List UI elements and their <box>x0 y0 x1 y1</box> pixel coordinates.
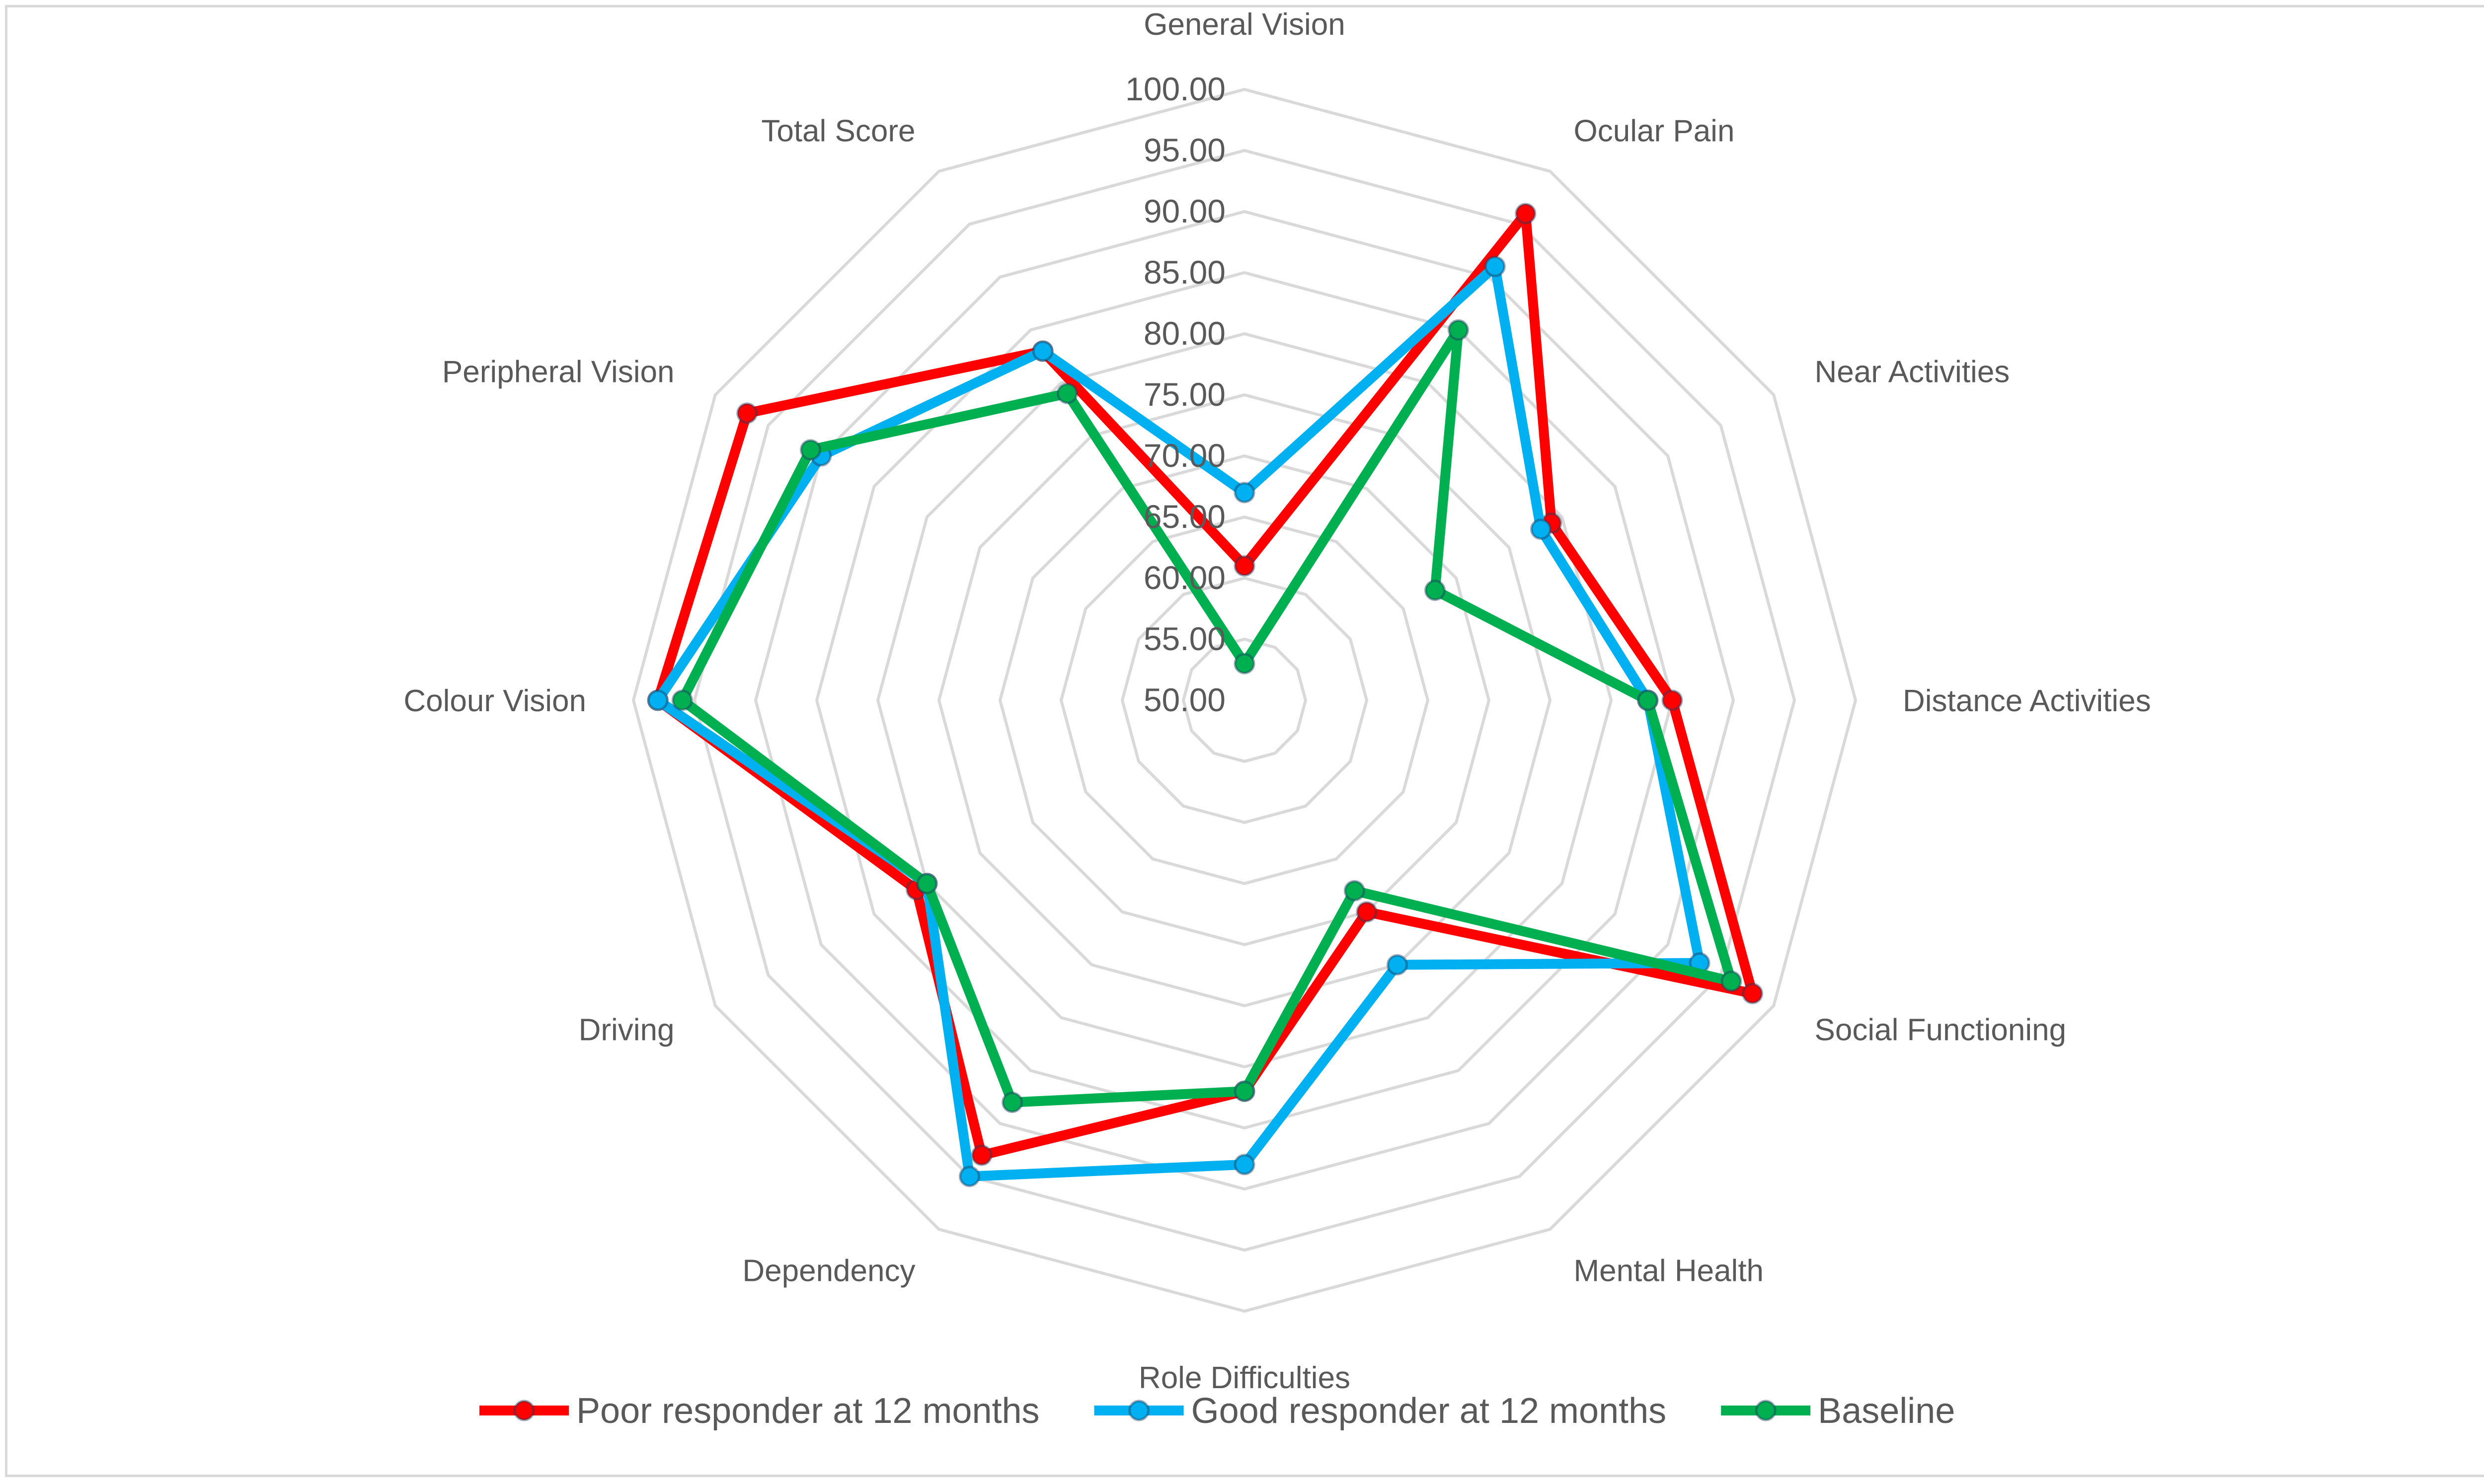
data-point-role-difficulties <box>1234 1080 1255 1102</box>
axis-labels: General Vision Ocular Pain Near Activities… <box>403 7 2151 1395</box>
axis-label-total-score: Total Score <box>761 114 915 148</box>
series-baseline <box>671 319 1742 1113</box>
data-point-total-score <box>1032 340 1054 362</box>
data-point-dependency <box>1002 1092 1023 1113</box>
tick-label-80-00: 80.00 <box>1144 315 1226 352</box>
tick-label-55-00: 55.00 <box>1144 620 1226 657</box>
tick-label-50-00: 50.00 <box>1144 681 1226 718</box>
data-point-ocular-pain <box>1448 319 1469 341</box>
tick-label-100-00: 100.00 <box>1125 71 1226 107</box>
axis-label-distance-activities: Distance Activities <box>1903 684 2151 718</box>
data-point-colour-vision <box>647 689 669 711</box>
axis-label-role-difficulties: Role Difficulties <box>1139 1361 1350 1395</box>
axis-label-near-activities: Near Activities <box>1815 355 2010 389</box>
legend-label: Poor responder at 12 months <box>576 1391 1040 1431</box>
data-point-near-activities <box>1530 519 1552 540</box>
data-point-role-difficulties <box>1234 1154 1255 1176</box>
series-lines <box>647 203 1764 1187</box>
axis-label-dependency: Dependency <box>742 1254 915 1288</box>
tick-label-60-00: 60.00 <box>1144 559 1226 596</box>
tick-label-75-00: 75.00 <box>1144 376 1226 413</box>
gridline-75-00 <box>937 393 1552 1008</box>
gridline-55-00 <box>1181 637 1308 763</box>
gridline-70-00 <box>998 454 1491 947</box>
gridline-95-00 <box>693 148 1796 1252</box>
legend-swatch-marker <box>513 1400 535 1421</box>
legend-label: Good responder at 12 months <box>1191 1391 1667 1431</box>
tick-label-95-00: 95.00 <box>1144 132 1226 168</box>
data-point-peripheral-vision <box>800 439 821 461</box>
data-point-mental-health <box>1343 880 1365 901</box>
tick-label-90-00: 90.00 <box>1144 193 1226 229</box>
data-point-ocular-pain <box>1515 203 1537 224</box>
tick-label-65-00: 65.00 <box>1144 498 1226 535</box>
data-point-driving <box>916 873 938 894</box>
data-point-mental-health <box>1356 901 1378 923</box>
axis-label-colour-vision: Colour Vision <box>403 684 586 718</box>
axis-label-peripheral-vision: Peripheral Vision <box>442 355 675 389</box>
axis-label-social-functioning: Social Functioning <box>1815 1013 2067 1047</box>
data-point-distance-activities <box>1661 689 1683 711</box>
data-point-general-vision <box>1234 482 1255 504</box>
chart-frame: General Vision Ocular Pain Near Activities… <box>5 5 2484 1477</box>
tick-label-70-00: 70.00 <box>1144 437 1226 474</box>
gridline-60-00 <box>1120 576 1369 824</box>
gridline-85-00 <box>815 271 1674 1130</box>
data-point-peripheral-vision <box>736 402 758 424</box>
legend-item-baseline: Baseline <box>1721 1391 1955 1431</box>
axis-label-driving: Driving <box>579 1013 675 1047</box>
legend-item-poor-responder-at-12-months: Poor responder at 12 months <box>479 1391 1040 1431</box>
data-point-total-score <box>1056 382 1078 404</box>
legend-label: Baseline <box>1818 1391 1955 1431</box>
data-point-social-functioning <box>1742 982 1764 1004</box>
radar-chart: General Vision Ocular Pain Near Activities… <box>403 7 2151 1431</box>
gridline-90-00 <box>754 210 1735 1191</box>
gridline-65-00 <box>1059 515 1430 886</box>
data-point-general-vision <box>1234 653 1255 674</box>
data-point-distance-activities <box>1637 689 1659 711</box>
data-point-mental-health <box>1387 954 1408 976</box>
data-point-dependency <box>971 1144 993 1166</box>
gridline-80-00 <box>876 332 1613 1069</box>
tick-label-85-00: 85.00 <box>1144 254 1226 291</box>
axis-label-ocular-pain: Ocular Pain <box>1574 114 1735 148</box>
legend-swatch-marker <box>1755 1400 1777 1421</box>
radar-grid <box>631 87 1858 1313</box>
legend-swatch-marker <box>1128 1400 1150 1421</box>
data-point-social-functioning <box>1720 970 1742 992</box>
axis-label-mental-health: Mental Health <box>1574 1254 1764 1288</box>
gridline-100-00 <box>631 87 1858 1313</box>
data-point-colour-vision <box>671 689 693 711</box>
data-point-near-activities <box>1424 580 1446 601</box>
data-point-ocular-pain <box>1484 256 1506 277</box>
axis-label-general-vision: General Vision <box>1144 7 1345 42</box>
tick-labels: 50.00 55.00 60.00 65.00 70.00 75.00 80.00 85.00… <box>1125 71 1226 718</box>
data-point-dependency <box>959 1166 980 1187</box>
legend-item-good-responder-at-12-months: Good responder at 12 months <box>1094 1391 1667 1431</box>
legend: Poor responder at 12 months Good responde… <box>479 1391 1955 1431</box>
data-point-general-vision <box>1234 555 1255 577</box>
